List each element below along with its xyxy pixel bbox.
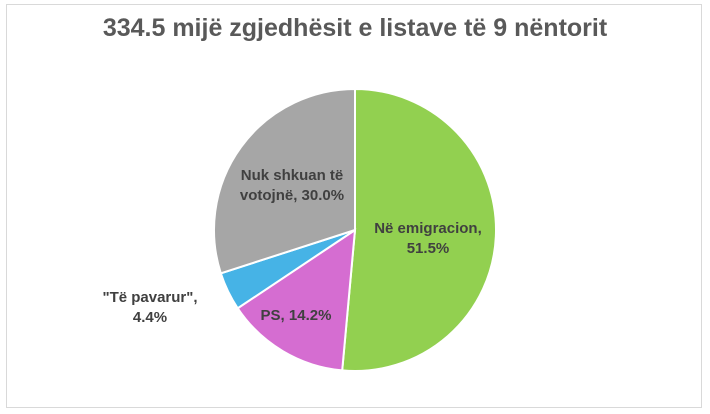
slice-label-line: votojnë, 30.0% xyxy=(240,187,344,204)
slice-label-2: "Të pavarur", 4.4% xyxy=(102,289,197,326)
slice-label-line: Nuk shkuan të xyxy=(241,167,344,184)
slice-label-line: 4.4% xyxy=(133,309,167,326)
chart-title: 334.5 mijë zgjedhësit e listave të 9 nën… xyxy=(102,14,608,42)
slice-label-1: PS, 14.2% xyxy=(261,307,332,324)
slice-label-0: Në emigracion, 51.5% xyxy=(374,220,482,257)
pie-slice-1 xyxy=(236,228,357,372)
pie-slice-3 xyxy=(213,87,356,275)
pie-slice-0 xyxy=(341,87,497,372)
slice-label-line: Në emigracion, xyxy=(374,220,482,237)
slice-label-line: PS, 14.2% xyxy=(261,307,332,324)
slice-label-line: "Të pavarur", xyxy=(102,289,197,306)
slice-label-line: 51.5% xyxy=(407,240,450,257)
slice-label-3: Nuk shkuan të votojnë, 30.0% xyxy=(240,167,344,204)
